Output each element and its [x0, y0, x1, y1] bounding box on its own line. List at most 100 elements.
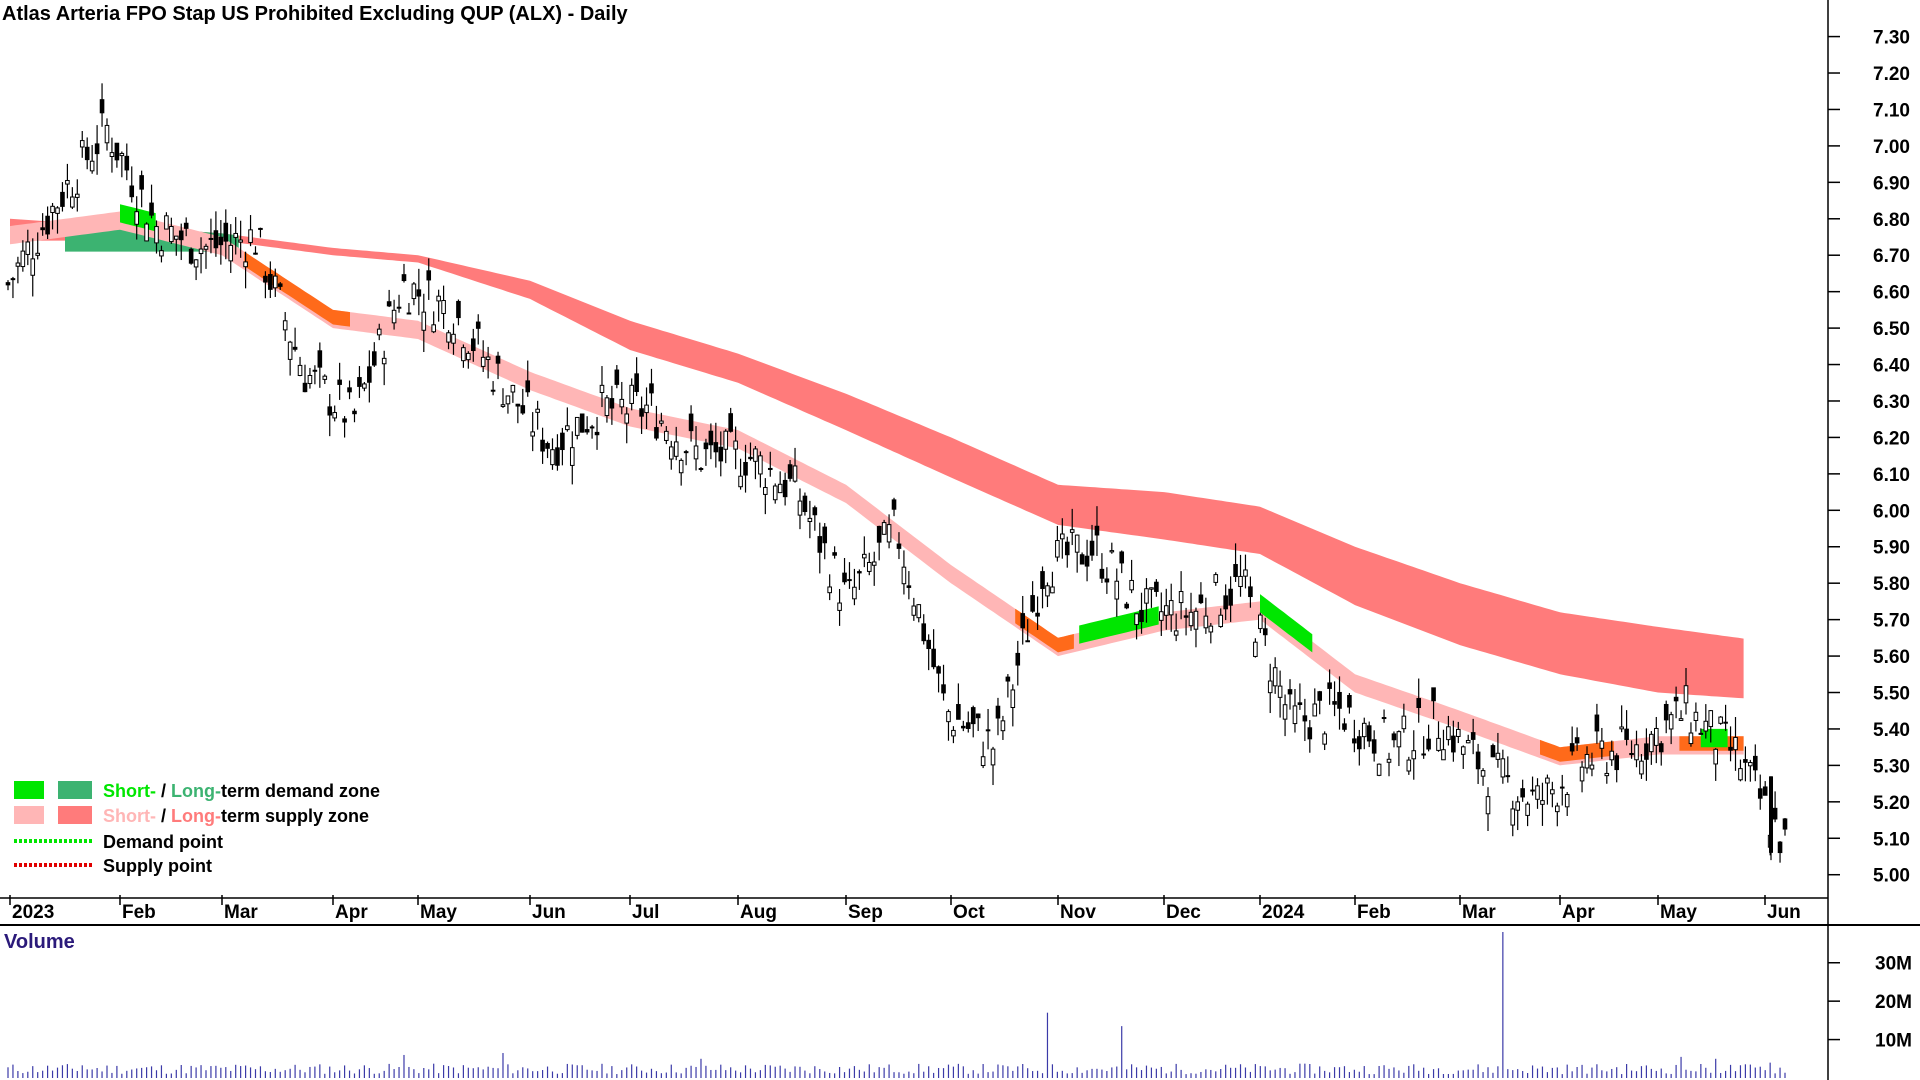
candle-body [693, 445, 699, 460]
candle-body [1500, 758, 1506, 778]
candle-body [1436, 737, 1441, 751]
candle-body [258, 227, 263, 230]
candle-body [1475, 751, 1481, 770]
candle-body [178, 230, 184, 241]
candle-body [1010, 689, 1016, 709]
candle-body [916, 604, 922, 619]
candle-body [673, 441, 679, 457]
candle-body [490, 389, 496, 392]
candle-body [1673, 696, 1679, 702]
candle-body [386, 301, 392, 307]
candle-body [1614, 755, 1620, 771]
candle-body [1703, 720, 1709, 732]
candle-body [1366, 725, 1372, 742]
candle-body [1574, 737, 1580, 744]
candle-body [456, 300, 461, 319]
candle-body [1297, 702, 1303, 705]
candle-body [822, 526, 828, 544]
price-tick-label: 7.20 [1873, 64, 1910, 85]
chart-title: Atlas Arteria FPO Stap US Prohibited Exc… [2, 3, 629, 25]
candle-body [104, 124, 110, 144]
candle-body [698, 468, 704, 471]
price-tick-label: 5.40 [1873, 720, 1910, 741]
candle-body [1594, 714, 1600, 732]
candle-body [1317, 691, 1323, 701]
candle-body [292, 346, 298, 350]
candle-body [40, 227, 45, 231]
candle-body [183, 222, 189, 229]
candle-body [906, 585, 912, 588]
candle-body [970, 707, 976, 725]
candle-body [654, 427, 659, 439]
time-tick-label: 2023 [12, 902, 54, 923]
candle-body [1540, 800, 1545, 805]
price-tick-label: 6.40 [1873, 356, 1910, 377]
time-tick-label: Jun [1767, 902, 1801, 923]
price-tick-label: 6.60 [1873, 283, 1910, 304]
price-tick-label: 5.70 [1873, 611, 1910, 632]
candle-body [173, 235, 179, 240]
candle-body [1441, 749, 1446, 761]
candle-body [1198, 594, 1204, 604]
candle-body [1060, 533, 1065, 540]
candle-body [129, 185, 135, 198]
candle-body [926, 639, 931, 650]
candle-body [634, 373, 639, 393]
short-term-demand-zone [1260, 594, 1313, 653]
candle-body [1327, 682, 1332, 689]
candle-body [1550, 789, 1555, 795]
candle-body [1634, 744, 1639, 761]
candle-body [1465, 739, 1471, 744]
candle-body [748, 456, 753, 460]
candle-body [574, 416, 580, 436]
candle-body [1386, 758, 1392, 763]
candle-body [931, 648, 936, 668]
candle-body [1050, 586, 1055, 594]
time-tick-label: Feb [122, 902, 156, 923]
candle-body [60, 191, 65, 207]
candle-body [1371, 739, 1377, 754]
candle-body [1233, 564, 1238, 578]
candle-body [1040, 571, 1045, 589]
candle-body [1599, 740, 1605, 749]
candle-body [367, 366, 372, 383]
candle-body [1163, 605, 1169, 616]
candle-body [287, 341, 293, 360]
candle-body [579, 413, 585, 433]
candle-body [362, 383, 367, 389]
candle-body [1104, 578, 1110, 583]
candle-body [1376, 763, 1382, 776]
candle-body [124, 155, 130, 171]
candle-body [1347, 694, 1352, 708]
candle-body [951, 729, 956, 737]
candle-body [515, 403, 521, 407]
candle-body [589, 426, 595, 429]
candle-body [941, 684, 946, 694]
candle-body [1337, 691, 1342, 709]
candle-body [782, 479, 788, 498]
candle-body [1495, 752, 1501, 760]
price-tick-label: 5.20 [1873, 793, 1910, 814]
candle-body [169, 226, 174, 243]
candle-body [703, 442, 709, 450]
candle-body [332, 412, 337, 419]
legend-swatch-long-supply [58, 806, 92, 824]
candle-body [426, 270, 432, 281]
candle-body [1609, 750, 1615, 761]
legend: Short- / Long-term demand zone Short- / L… [14, 781, 380, 876]
candle-body [728, 413, 733, 432]
candle-body [1282, 704, 1288, 720]
candle-body [1654, 727, 1659, 746]
candle-body [1769, 776, 1773, 853]
candle-body [1559, 786, 1565, 789]
candle-body [1743, 759, 1748, 763]
candle-body [401, 274, 407, 282]
candle-body [668, 446, 674, 460]
candle-body [827, 586, 832, 594]
candle-body [1530, 789, 1535, 792]
candle-body [1253, 641, 1258, 657]
candle-body [446, 332, 451, 343]
candle-body [1426, 738, 1431, 750]
candle-body [1470, 732, 1476, 740]
